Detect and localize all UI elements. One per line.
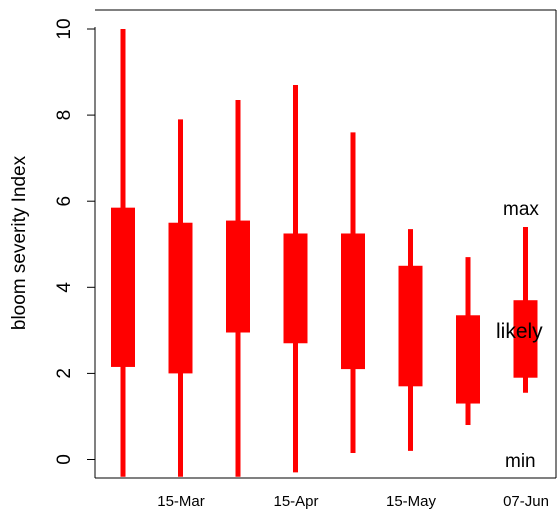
box-1 (111, 207, 135, 367)
x-tick-label-1: 15-Apr (273, 493, 318, 510)
y-tick-label-4: 8 (54, 110, 75, 121)
box-7 (456, 315, 480, 404)
box-marks (111, 29, 538, 477)
y-axis-label: bloom severity Index (9, 155, 30, 330)
box-4 (283, 233, 308, 344)
box-3 (226, 220, 250, 333)
y-tick-label-2: 4 (54, 282, 75, 293)
box-5 (341, 233, 365, 370)
annotation-max: max (503, 199, 539, 220)
box-8 (513, 300, 538, 378)
x-tick-label-2: 15-May (386, 493, 437, 510)
x-ticks: 15-Mar 15-Apr 15-May 07-Jun (157, 493, 549, 510)
y-ticks: 0 2 4 6 8 10 (54, 18, 95, 465)
y-tick-label-5: 10 (54, 18, 75, 39)
y-tick-label-3: 6 (54, 196, 75, 207)
box-6 (398, 265, 423, 387)
annotation-likely: likely (496, 320, 543, 343)
annotation-min: min (505, 451, 536, 472)
x-tick-label-0: 15-Mar (157, 493, 205, 510)
y-tick-label-1: 2 (54, 368, 75, 379)
y-tick-label-0: 0 (54, 454, 75, 465)
box-2 (168, 222, 193, 374)
x-tick-label-3: 07-Jun (503, 493, 549, 510)
